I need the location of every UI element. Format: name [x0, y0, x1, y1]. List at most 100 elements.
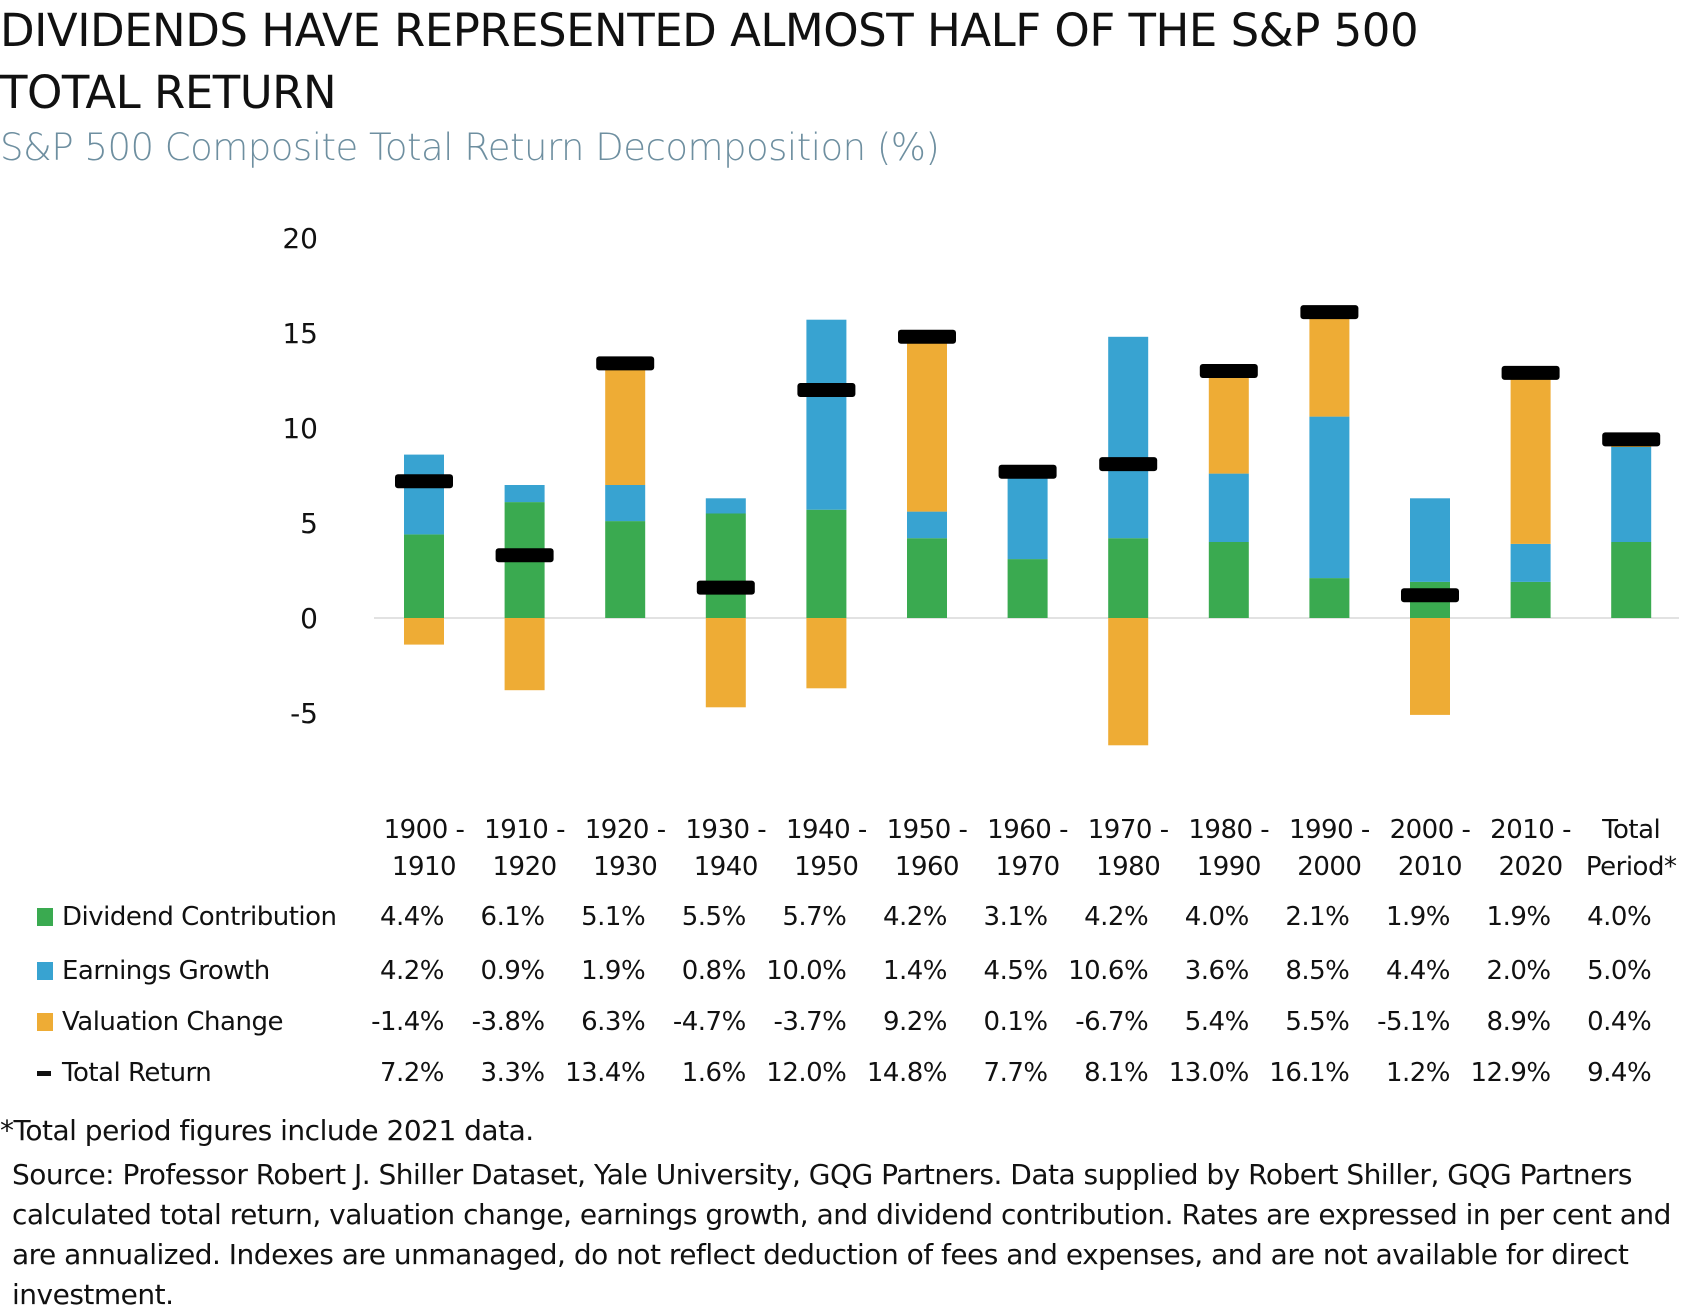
- table-value: 4.2%: [379, 956, 445, 986]
- table-value: 0.1%: [983, 1007, 1049, 1037]
- category-label-line: 1950: [794, 852, 859, 882]
- table-value: 6.1%: [480, 902, 546, 932]
- table-value: 4.2%: [1084, 902, 1149, 932]
- table-row: Valuation Change -1.4% -3.8% 6.3% -4.7% -3.7%…: [0, 1002, 1689, 1042]
- y-tick-label: 20: [282, 222, 318, 255]
- chart-subtitle: S&P 500 Composite Total Return Decomposi…: [0, 126, 940, 169]
- total-return-marker: [596, 356, 655, 371]
- table-value: 4.0%: [1587, 902, 1652, 932]
- bar-dividend-contribution: [705, 513, 746, 618]
- category-label: 1950 - 1960: [877, 812, 977, 886]
- category-label-line: 1920 -: [584, 815, 666, 845]
- bar-valuation-change: [1410, 618, 1450, 715]
- table-value: 0.9%: [480, 956, 546, 986]
- table-value: 4.5%: [983, 956, 1049, 986]
- category-label: 1910 - 1920: [475, 812, 575, 886]
- legend-entry: Dividend Contribution: [37, 897, 337, 937]
- table-value: 16.1%: [1269, 1058, 1350, 1088]
- category-label-line: 1910 -: [484, 815, 565, 845]
- legend-label: Earnings Growth: [62, 956, 270, 986]
- bar-valuation-change: [1309, 312, 1350, 417]
- table-value: 5.1%: [581, 902, 646, 932]
- category-label-line: 1980: [1096, 852, 1161, 882]
- category-label: 1940 - 1950: [776, 812, 876, 886]
- category-label: 1960 - 1970: [978, 812, 1078, 886]
- category-label: Total Period*: [1581, 812, 1681, 886]
- category-label-line: 1970 -: [1087, 815, 1169, 845]
- table-value: 12.9%: [1470, 1058, 1551, 1088]
- y-tick-label: 15: [282, 317, 318, 350]
- category-label: 1930 - 1940: [676, 812, 776, 886]
- category-label: 1970 - 1980: [1078, 812, 1178, 886]
- bar-valuation-change: [1510, 374, 1551, 544]
- legend-swatch: [37, 908, 53, 926]
- table-row: Dividend Contribution 4.4% 6.1% 5.1% 5.5% 5.7…: [0, 897, 1689, 937]
- bar-earnings-growth: [1611, 447, 1652, 542]
- total-return-marker: [1300, 305, 1359, 320]
- bar-earnings-growth: [1108, 336, 1149, 539]
- table-value: 4.4%: [379, 902, 445, 932]
- table-value: 0.4%: [1587, 1007, 1652, 1037]
- bar-valuation-change: [404, 618, 444, 645]
- legend-label: Valuation Change: [62, 1007, 283, 1037]
- legend-entry: Total Return: [37, 1053, 212, 1093]
- legend-swatch: [37, 962, 53, 980]
- table-value: 5.5%: [681, 902, 747, 932]
- bar-earnings-growth: [504, 485, 545, 503]
- bar-earnings-growth: [605, 485, 646, 522]
- bar-earnings-growth: [404, 454, 444, 535]
- table-value: 3.1%: [983, 902, 1049, 932]
- table-value: 2.1%: [1285, 902, 1350, 932]
- legend-swatch: [37, 1013, 53, 1031]
- table-value: 4.4%: [1385, 956, 1451, 986]
- bar-earnings-growth: [806, 319, 847, 510]
- category-label-line: 1960: [894, 852, 960, 882]
- category-label-line: 1990: [1196, 852, 1262, 882]
- y-tick-label: -5: [290, 697, 318, 730]
- table-value: -3.7%: [773, 1007, 847, 1037]
- category-label: 1920 - 1930: [575, 812, 675, 886]
- bar-earnings-growth: [907, 511, 947, 539]
- table-value: 8.5%: [1285, 956, 1350, 986]
- category-label-line: 1940 -: [785, 815, 867, 845]
- total-return-marker: [1401, 588, 1459, 603]
- bar-valuation-change: [504, 618, 545, 691]
- category-label: 1980 - 1990: [1179, 812, 1279, 886]
- table-value: 7.7%: [983, 1058, 1049, 1088]
- category-label: 2010 - 2020: [1481, 812, 1581, 886]
- bar-earnings-growth: [1007, 473, 1048, 560]
- category-label-line: 1960 -: [987, 815, 1068, 845]
- table-row: Earnings Growth 4.2% 0.9% 1.9% 0.8% 10.0% 1.4%…: [0, 951, 1689, 991]
- table-value: 13.4%: [565, 1058, 646, 1088]
- table-value: -6.7%: [1075, 1007, 1149, 1037]
- bar-valuation-change: [907, 336, 947, 512]
- table-value: 4.0%: [1184, 902, 1250, 932]
- bar-dividend-contribution: [1611, 542, 1652, 618]
- table-value: 10.0%: [766, 956, 847, 986]
- category-label-line: 1970: [995, 852, 1061, 882]
- bar-valuation-change: [806, 618, 847, 689]
- total-return-marker: [1602, 432, 1661, 447]
- table-value: 1.9%: [581, 956, 646, 986]
- legend-entry: Earnings Growth: [37, 951, 270, 991]
- table-value: 1.9%: [1385, 902, 1451, 932]
- bar-dividend-contribution: [806, 509, 847, 618]
- table-value: 3.3%: [480, 1058, 546, 1088]
- table-value: 1.2%: [1385, 1058, 1451, 1088]
- bar-valuation-change: [705, 618, 746, 708]
- category-label: 2000 - 2010: [1380, 812, 1480, 886]
- table-value: 5.7%: [782, 902, 847, 932]
- table-value: 8.1%: [1084, 1058, 1149, 1088]
- category-label-line: 1950 -: [886, 815, 968, 845]
- table-value: 12.0%: [766, 1058, 847, 1088]
- total-return-marker: [495, 548, 554, 563]
- total-return-marker: [1099, 457, 1158, 472]
- category-label-line: Total: [1602, 815, 1661, 845]
- table-value: 4.2%: [882, 902, 948, 932]
- table-value: 6.3%: [581, 1007, 646, 1037]
- bar-valuation-change: [605, 365, 646, 485]
- category-label-line: 1930: [593, 852, 658, 882]
- bar-dividend-contribution: [1309, 578, 1350, 618]
- category-label-line: 2000 -: [1389, 815, 1471, 845]
- bar-valuation-change: [1108, 618, 1149, 746]
